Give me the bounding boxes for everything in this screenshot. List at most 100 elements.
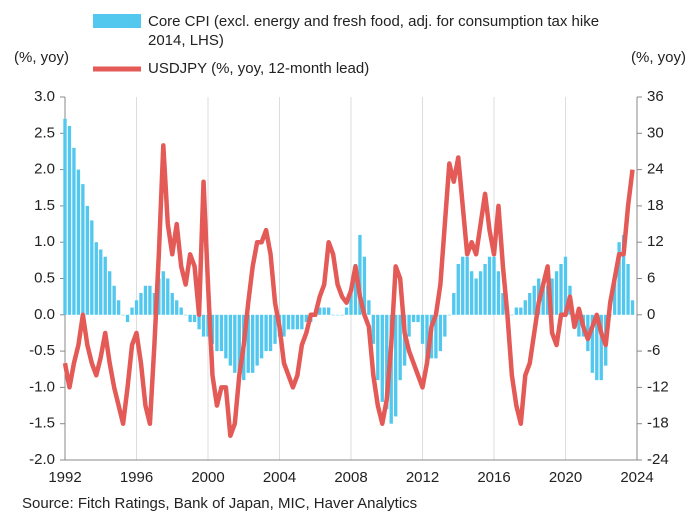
bar [63, 118, 67, 315]
bar [94, 242, 98, 315]
bar [461, 256, 465, 315]
x-tick-label: 2000 [191, 469, 224, 486]
bar [528, 293, 532, 315]
bar [358, 234, 362, 315]
bar [501, 293, 505, 315]
y2-tick-label: 0 [647, 306, 655, 323]
x-tick-label: 2016 [477, 469, 510, 486]
bar [326, 307, 331, 315]
bar [85, 205, 90, 315]
bar [161, 271, 165, 315]
bar [268, 314, 273, 352]
x-tick-label: 2020 [549, 469, 582, 486]
bar [434, 314, 438, 359]
x-tick-label: 2024 [620, 469, 653, 486]
bar [331, 314, 335, 316]
bar [130, 307, 134, 315]
legend-line-label: USDJPY (%, yoy, 12-month lead) [148, 60, 370, 77]
y-tick-label: -2.0 [29, 451, 55, 468]
bar [72, 147, 76, 315]
bar [166, 278, 170, 315]
bar [112, 285, 116, 315]
bar [183, 314, 188, 316]
bar [291, 314, 295, 330]
bar [286, 314, 291, 330]
bar [116, 300, 121, 315]
bar [103, 256, 107, 315]
bar [550, 278, 554, 315]
bar [519, 307, 523, 315]
bar [228, 314, 233, 366]
bar [179, 307, 183, 315]
bar [559, 263, 563, 315]
bar [514, 307, 519, 315]
x-tick-label: 2004 [263, 469, 296, 486]
bar [590, 314, 594, 373]
bar [170, 293, 174, 315]
bar [483, 263, 487, 315]
y2-tick-label: -24 [647, 451, 669, 468]
bar [469, 271, 474, 315]
x-tick-label: 1992 [48, 469, 81, 486]
bar [197, 314, 201, 330]
bar [612, 278, 617, 315]
bar [188, 314, 192, 323]
bar [237, 314, 241, 373]
bar [335, 314, 340, 316]
y2-tick-label: -6 [647, 342, 660, 359]
bar [456, 263, 460, 315]
bar [425, 314, 429, 359]
bar [398, 314, 402, 381]
bar [219, 314, 224, 352]
y-tick-label: 2.5 [34, 124, 55, 141]
bar [143, 285, 148, 315]
y-tick-label: 1.5 [34, 197, 55, 214]
bar [492, 256, 496, 315]
bar [438, 314, 443, 352]
bar [621, 234, 626, 315]
bar [617, 242, 621, 315]
bar [134, 300, 139, 315]
bar [362, 256, 367, 315]
legend-bar-swatch [93, 14, 141, 28]
right-unit: (%, yoy) [631, 49, 686, 66]
y-tick-label: 1.0 [34, 233, 55, 250]
bar [380, 314, 384, 402]
bar [322, 307, 326, 315]
bar [67, 126, 72, 315]
bar [353, 263, 358, 315]
bar [595, 314, 599, 381]
bar [90, 220, 94, 315]
bar [376, 314, 380, 381]
bar [394, 314, 398, 417]
bar [371, 314, 376, 344]
y2-tick-label: 30 [647, 124, 664, 141]
bar [273, 314, 277, 344]
y-tick-label: 0.5 [34, 269, 55, 286]
bar [99, 249, 103, 315]
bar [523, 300, 527, 315]
bar [259, 314, 264, 359]
y2-tick-label: -12 [647, 378, 669, 395]
bar [201, 314, 206, 337]
x-tick-label: 2008 [334, 469, 367, 486]
y-tick-label: -1.0 [29, 378, 55, 395]
bar [443, 314, 447, 337]
y-tick-label: 0.0 [34, 306, 55, 323]
bar [233, 314, 237, 373]
bar [251, 314, 255, 373]
bar [246, 314, 250, 373]
y2-tick-label: 24 [647, 161, 664, 178]
line [62, 143, 635, 439]
bar [510, 314, 514, 316]
bar [630, 300, 635, 315]
y2-tick-label: 12 [647, 233, 664, 250]
bar [554, 271, 559, 315]
bar [407, 314, 411, 337]
bar [626, 263, 630, 315]
bar [487, 256, 492, 315]
y2-tick-label: 36 [647, 88, 664, 105]
left-unit: (%, yoy) [14, 49, 69, 66]
bar [340, 314, 344, 316]
